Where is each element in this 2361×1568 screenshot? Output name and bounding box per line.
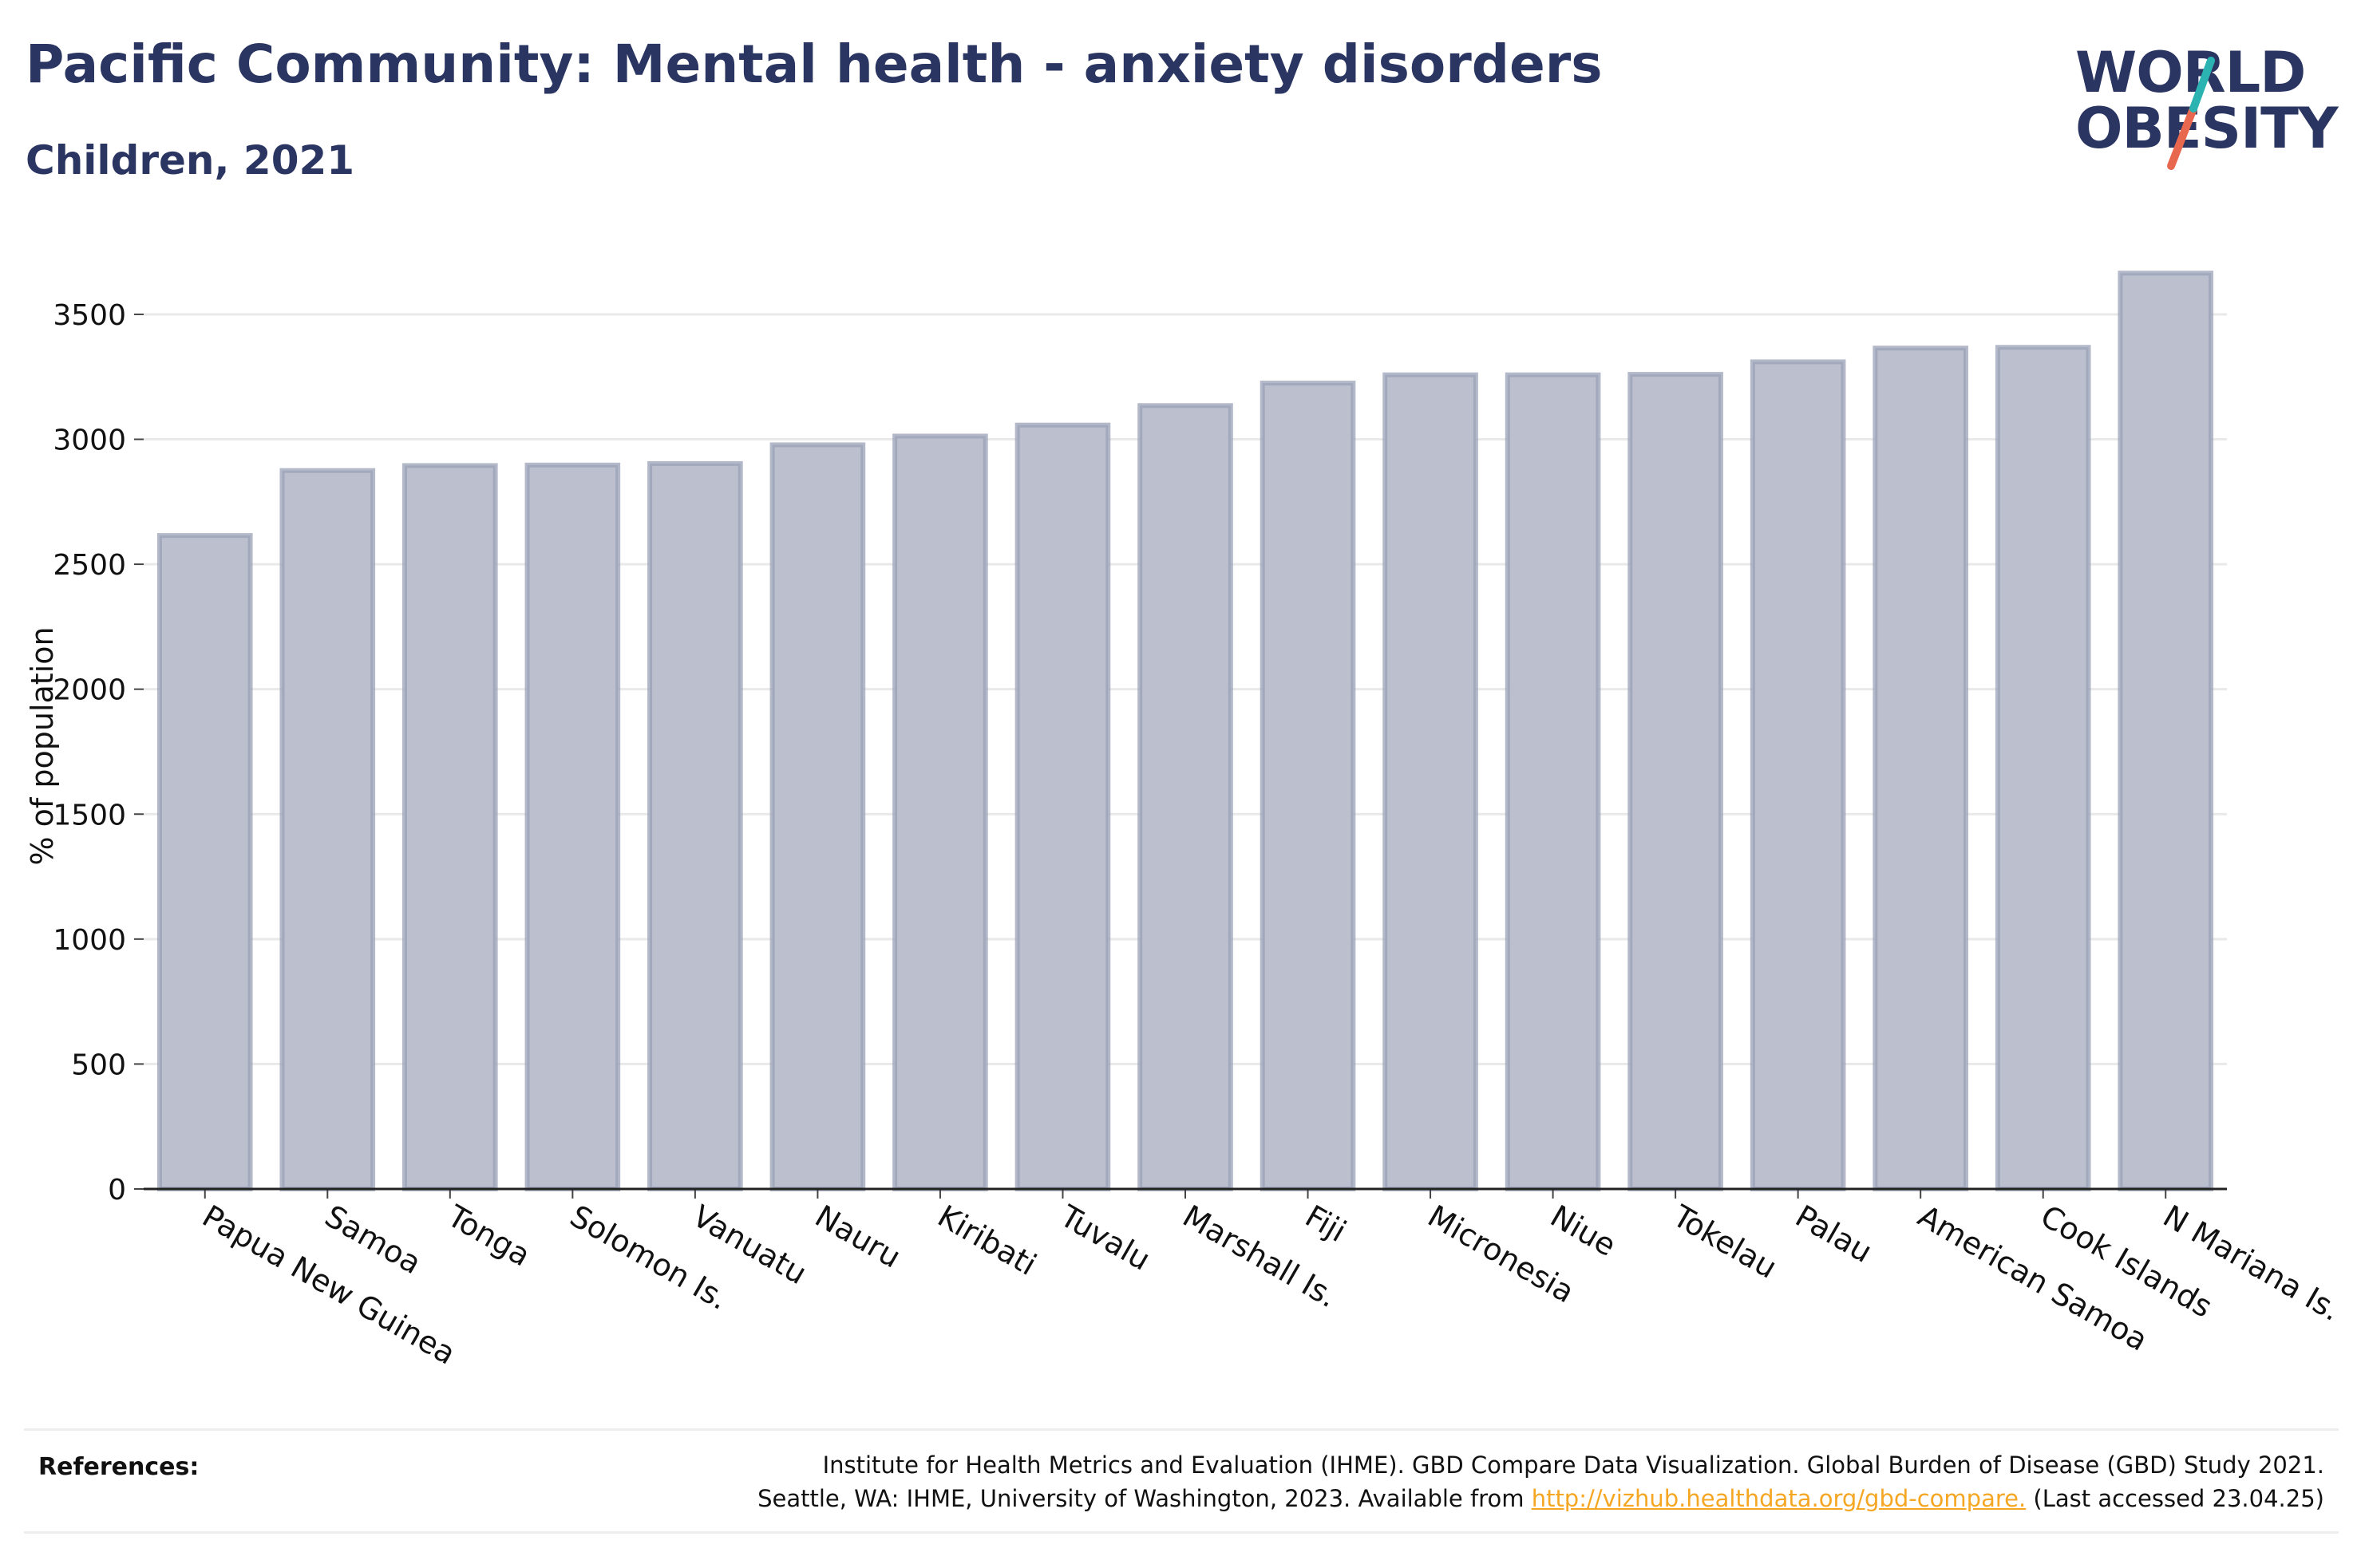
references-line-2-suffix: (Last accessed 23.04.25)	[2026, 1485, 2324, 1512]
x-tick-label: American Samoa	[1912, 1199, 2153, 1358]
x-tick-label: Kiribati	[931, 1199, 1042, 1282]
x-tick-label: Tonga	[441, 1198, 536, 1273]
logo-line-1: WORLD	[2075, 40, 2306, 105]
bar-fiji	[1260, 381, 1356, 1191]
bar-tokelau	[1627, 372, 1723, 1191]
bars	[156, 271, 2214, 1192]
y-axis-label: % of population	[25, 626, 60, 865]
y-tick-label: 500	[71, 1049, 126, 1081]
x-tick-label: Niue	[1544, 1199, 1622, 1263]
x-tick-label: Tuvalu	[1054, 1198, 1156, 1278]
bar-palau	[1750, 359, 1846, 1191]
bar-micronesia	[1382, 372, 1478, 1191]
x-tick-label: Palau	[1790, 1199, 1878, 1270]
chart-subtitle: Children, 2021	[26, 137, 355, 184]
y-tick-label: 2000	[53, 674, 126, 707]
bar-solomon-is	[524, 462, 621, 1191]
bar-samoa	[279, 468, 376, 1191]
bar-vanuatu	[647, 460, 743, 1191]
y-tick-label: 3500	[53, 299, 126, 332]
y-tick-labels: 0 500 1000 1500 2000 2500 3000 3500	[53, 299, 144, 1207]
x-tick-label: Fiji	[1299, 1199, 1352, 1249]
bar-marshall-is	[1137, 403, 1233, 1191]
references-link[interactable]: http://vizhub.healthdata.org/gbd-compare…	[1531, 1485, 2027, 1512]
bar-tuvalu	[1014, 422, 1111, 1191]
bar-nauru	[769, 442, 866, 1191]
bar-cook-islands	[1995, 345, 2091, 1192]
bar-kiribati	[892, 433, 988, 1191]
bar-american-samoa	[1873, 346, 1968, 1192]
bar-n-mariana-is	[2118, 271, 2214, 1191]
y-tick-label: 0	[108, 1174, 126, 1207]
bar-papua-new-guinea	[156, 533, 253, 1191]
bar-chart: 0 500 1000 1500 2000 2500 3000 3500 Papua New G…	[25, 271, 2347, 1372]
references-line-2: Seattle, WA: IHME, University of Washing…	[757, 1482, 2324, 1515]
y-tick-label: 1500	[53, 799, 126, 831]
bar-niue	[1505, 372, 1601, 1191]
y-tick-label: 2500	[53, 549, 126, 582]
references-text: Institute for Health Metrics and Evaluat…	[757, 1448, 2324, 1515]
x-tick-label: Nauru	[809, 1199, 907, 1275]
y-tick-label: 3000	[53, 425, 126, 457]
chart-title: Pacific Community: Mental health - anxie…	[26, 34, 1603, 95]
references-line-2-prefix: Seattle, WA: IHME, University of Washing…	[757, 1485, 1532, 1512]
references-label: References:	[38, 1453, 200, 1481]
bar-tonga	[402, 463, 498, 1191]
world-obesity-logo: WORLD OBESITY	[2075, 32, 2347, 176]
x-tick-label: Tokelau	[1667, 1198, 1783, 1286]
logo-line-2: OBESITY	[2075, 96, 2339, 161]
references-line-1: Institute for Health Metrics and Evaluat…	[822, 1451, 2324, 1479]
references-box: References: Institute for Health Metrics…	[24, 1428, 2339, 1534]
logo-slash-icon	[2167, 57, 2215, 170]
y-tick-label: 1000	[53, 924, 126, 957]
